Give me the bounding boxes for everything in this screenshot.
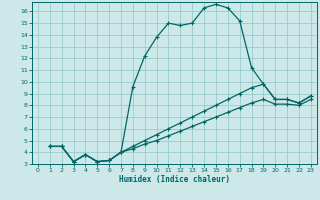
X-axis label: Humidex (Indice chaleur): Humidex (Indice chaleur) [119,175,230,184]
